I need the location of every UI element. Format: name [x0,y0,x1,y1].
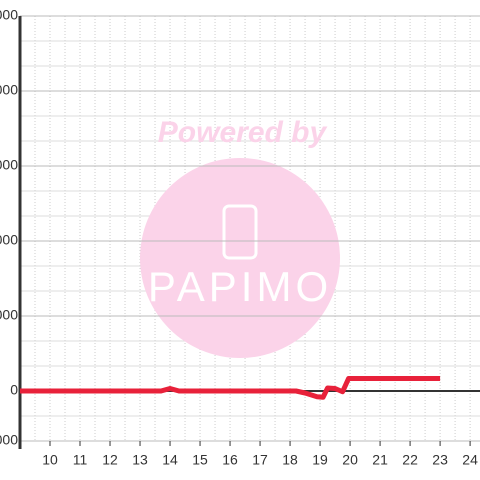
watermark-brand: PAPIMO [148,263,332,310]
x-tick-label: 10 [42,452,58,468]
watermark-icon [222,204,258,260]
x-tick-label: 21 [372,452,388,468]
x-tick-label: 16 [222,452,238,468]
x-tick-label: 23 [432,452,448,468]
y-tick-label: 60,000 [0,232,18,248]
series-line [20,376,441,400]
x-tick-label: 13 [132,452,148,468]
x-tick-label: 12 [102,452,118,468]
x-tick-label: 14 [162,452,178,468]
x-tick-label: 18 [282,452,298,468]
y-tick-label: 120,000 [0,82,18,98]
y-tick-label: 150,000 [0,7,18,23]
y-tick-label: 90,000 [0,157,18,173]
y-tick-label: 30,000 [0,307,18,323]
watermark-title: Powered by [158,116,328,149]
x-tick-label: 19 [312,452,328,468]
x-tick-label: 15 [192,452,208,468]
y-tick-label: -20,000 [0,432,18,448]
x-tick-label: 11 [73,452,88,468]
y-tick-label: 0 [10,382,18,398]
x-tick-label: 22 [402,452,418,468]
x-tick-label: 17 [252,452,268,468]
x-tick-label: 20 [342,452,358,468]
x-tick-label: 24 [462,452,478,468]
